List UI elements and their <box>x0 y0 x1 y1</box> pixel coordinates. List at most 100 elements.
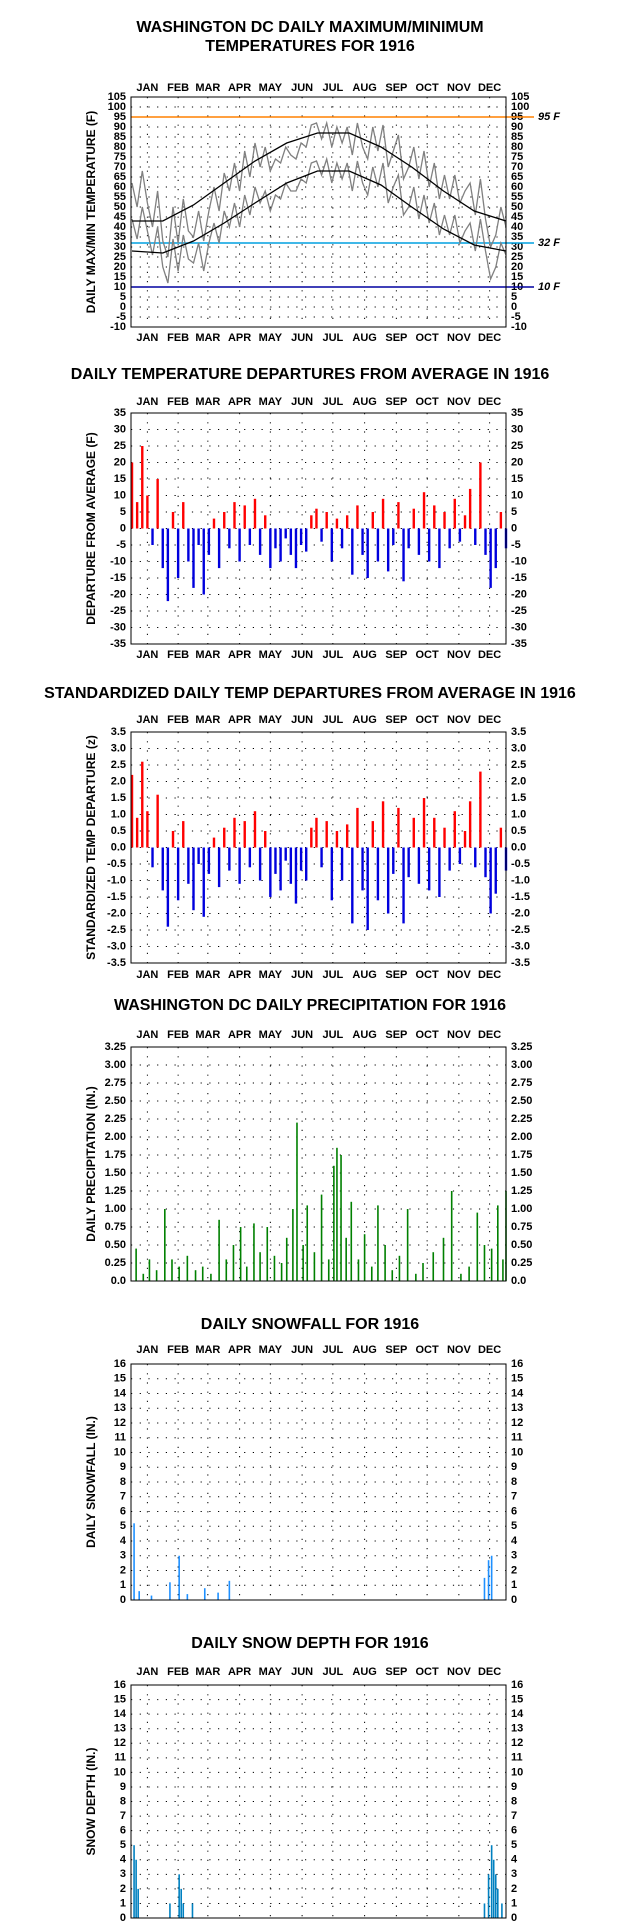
bar <box>133 1845 135 1918</box>
bar <box>253 811 257 848</box>
bar <box>156 794 159 848</box>
bar <box>146 811 149 848</box>
y-tick-label: 2.25 <box>105 1113 126 1125</box>
bar <box>474 847 477 868</box>
bar <box>138 1591 140 1600</box>
y-tick-label: 15 <box>511 271 523 283</box>
x-tick-label: NOV <box>447 969 472 981</box>
x-tick-label: JUL <box>322 1029 343 1041</box>
bar <box>386 528 390 572</box>
chart-title: DAILY SNOW DEPTH FOR 1916 <box>191 1635 428 1652</box>
bar <box>135 1859 137 1918</box>
plot-frame <box>130 1684 507 1919</box>
bar <box>499 512 503 529</box>
bar <box>357 1259 360 1281</box>
bar <box>273 1255 276 1281</box>
bar <box>479 771 482 848</box>
x-tick-label: JUN <box>291 1344 313 1356</box>
x-tick-label: OCT <box>415 82 439 94</box>
y-tick-label: 15 <box>114 473 126 485</box>
y-tick-label: 20 <box>511 456 523 468</box>
y-tick-label: -2.0 <box>511 907 530 919</box>
y-tick-label: 35 <box>511 231 523 243</box>
bar <box>490 1248 493 1281</box>
y-tick-label: 100 <box>511 101 529 113</box>
y-tick-label: -25 <box>110 605 126 617</box>
bar <box>253 498 257 529</box>
bar <box>202 528 205 595</box>
y-tick-label: 0 <box>120 301 126 313</box>
y-tick-label: 1 <box>511 1897 517 1909</box>
y-tick-label: 15 <box>511 473 523 485</box>
bar <box>212 518 216 529</box>
y-tick-label: 35 <box>114 407 126 419</box>
plot-frame <box>130 731 507 964</box>
y-tick-label: 5 <box>511 291 517 303</box>
y-tick-label: 2 <box>120 1883 126 1895</box>
y-tick-label: 11 <box>114 1432 126 1444</box>
x-tick-label: OCT <box>415 332 439 344</box>
x-tick-label: MAR <box>195 1029 220 1041</box>
bar <box>141 761 144 848</box>
bar <box>166 528 170 602</box>
bar <box>494 847 497 894</box>
y-tick-label: 0.50 <box>105 1239 126 1251</box>
bar <box>151 847 154 868</box>
bar <box>345 515 349 529</box>
y-tick-label: -1.5 <box>107 891 126 903</box>
reference-label: 32 F <box>538 237 560 249</box>
x-tick-label: MAY <box>259 332 283 344</box>
y-tick-label: -10 <box>511 555 527 567</box>
y-tick-label: 1.00 <box>511 1203 532 1215</box>
x-tick-label: SEP <box>385 332 407 344</box>
bar <box>392 528 395 545</box>
bar <box>320 847 323 868</box>
bar <box>460 1273 462 1281</box>
y-tick-label: 1 <box>511 1579 517 1591</box>
y-tick-label: 70 <box>511 161 523 173</box>
bar <box>178 1266 180 1281</box>
bar <box>345 1237 347 1281</box>
bar <box>433 817 436 848</box>
bar <box>284 528 287 539</box>
y-tick-label: 6 <box>511 1825 517 1837</box>
y-tick-label: 3.5 <box>511 726 526 738</box>
bar <box>169 1903 171 1918</box>
y-tick-label: 16 <box>511 1679 523 1691</box>
y-tick-label: 85 <box>511 131 523 143</box>
bar <box>137 1888 139 1918</box>
x-tick-label: SEP <box>385 714 407 726</box>
y-tick-label: -15 <box>110 572 126 584</box>
y-tick-label: 5 <box>511 1839 517 1851</box>
x-tick-label: APR <box>228 714 251 726</box>
y-tick-label: 13 <box>511 1723 523 1735</box>
bar <box>490 1555 493 1600</box>
bar <box>487 1874 490 1918</box>
y-tick-label: 1.50 <box>511 1167 532 1179</box>
x-tick-label: AUG <box>352 82 376 94</box>
bar <box>212 837 216 848</box>
bar <box>305 528 308 552</box>
x-tick-label: DEC <box>478 396 501 408</box>
bar <box>203 1588 206 1600</box>
y-tick-label: 0.0 <box>111 1275 126 1287</box>
bar <box>340 1155 342 1281</box>
y-tick-label: 8 <box>120 1795 126 1807</box>
y-tick-label: 3.00 <box>105 1059 126 1071</box>
bar <box>487 1560 490 1600</box>
y-tick-label: 14 <box>114 1387 127 1399</box>
bar <box>248 847 252 868</box>
x-tick-label: JUN <box>291 332 313 344</box>
bar <box>483 1577 486 1600</box>
y-tick-label: 3 <box>120 1868 126 1880</box>
bar <box>453 498 456 529</box>
y-tick-label: 0 <box>120 1912 126 1924</box>
y-axis-label: SNOW DEPTH (IN.) <box>84 1748 98 1856</box>
bar <box>192 847 195 911</box>
bar <box>494 1874 497 1918</box>
bar <box>422 798 426 848</box>
y-tick-label: 10 <box>511 489 523 501</box>
bar <box>366 847 369 930</box>
bar <box>248 528 252 545</box>
bar <box>223 512 226 529</box>
